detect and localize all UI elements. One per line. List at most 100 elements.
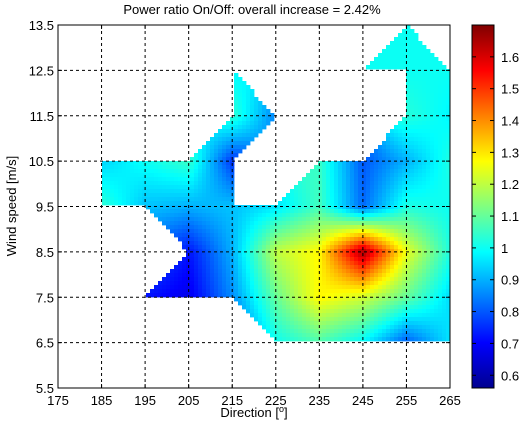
- heatmap-cell: [306, 269, 311, 274]
- heatmap-cell: [246, 97, 251, 102]
- heatmap-cell: [230, 261, 235, 266]
- heatmap-cell: [410, 205, 415, 210]
- heatmap-cell: [226, 273, 231, 278]
- heatmap-cell: [262, 309, 267, 314]
- heatmap-cell: [266, 117, 271, 122]
- heatmap-cell: [238, 137, 243, 142]
- heatmap-cell: [406, 277, 411, 282]
- heatmap-cell: [262, 321, 267, 326]
- heatmap-cell: [338, 181, 343, 186]
- heatmap-cell: [286, 337, 291, 342]
- heatmap-cell: [390, 325, 395, 330]
- heatmap-cell: [258, 293, 263, 298]
- heatmap-cell: [362, 169, 367, 174]
- heatmap-cell: [398, 201, 403, 206]
- heatmap-cell: [446, 329, 450, 334]
- heatmap-cell: [290, 229, 295, 234]
- heatmap-cell: [290, 257, 295, 262]
- heatmap-cell: [198, 261, 203, 266]
- heatmap-cell: [338, 161, 343, 166]
- heatmap-cell: [390, 221, 395, 226]
- heatmap-cell: [310, 221, 315, 226]
- heatmap-cell: [342, 221, 347, 226]
- heatmap-cell: [206, 205, 211, 210]
- heatmap-cell: [442, 145, 447, 150]
- heatmap-cell: [210, 201, 215, 206]
- heatmap-cell: [170, 213, 175, 218]
- heatmap-cell: [366, 245, 371, 250]
- heatmap-cell: [286, 261, 291, 266]
- heatmap-cell: [190, 217, 195, 222]
- heatmap-cell: [374, 149, 379, 154]
- heatmap-cell: [166, 197, 171, 202]
- heatmap-cell: [174, 229, 179, 234]
- heatmap-cell: [218, 205, 223, 210]
- heatmap-cell: [370, 261, 375, 266]
- heatmap-cell: [354, 325, 359, 330]
- heatmap-cell: [378, 165, 383, 170]
- heatmap-cell: [206, 265, 211, 270]
- heatmap-cell: [174, 281, 179, 286]
- heatmap-cell: [434, 301, 439, 306]
- heatmap-cell: [446, 145, 450, 150]
- heatmap-cell: [418, 145, 423, 150]
- heatmap-cell: [410, 317, 415, 322]
- heatmap-cell: [298, 193, 303, 198]
- heatmap-cell: [286, 245, 291, 250]
- heatmap-cell: [278, 285, 283, 290]
- heatmap-cell: [170, 285, 175, 290]
- heatmap-cell: [362, 233, 367, 238]
- heatmap-cell: [226, 197, 231, 202]
- heatmap-cell: [166, 201, 171, 206]
- heatmap-cell: [382, 309, 387, 314]
- heatmap-cell: [426, 105, 431, 110]
- heatmap-cell: [326, 225, 331, 230]
- heatmap-cell: [406, 297, 411, 302]
- heatmap-cell: [306, 213, 311, 218]
- heatmap-cell: [130, 181, 135, 186]
- heatmap-cell: [386, 45, 391, 50]
- x-tick-label: 225: [265, 393, 287, 408]
- heatmap-cell: [414, 177, 419, 182]
- heatmap-cell: [418, 117, 423, 122]
- heatmap-cell: [438, 269, 443, 274]
- heatmap-cell: [370, 333, 375, 338]
- heatmap-cell: [190, 249, 195, 254]
- heatmap-cell: [170, 273, 175, 278]
- heatmap-cell: [422, 273, 427, 278]
- heatmap-cell: [382, 209, 387, 214]
- heatmap-cell: [214, 253, 219, 258]
- heatmap-cell: [310, 205, 315, 210]
- heatmap-cell: [438, 197, 443, 202]
- heatmap-cell: [346, 325, 351, 330]
- heatmap-cell: [354, 289, 359, 294]
- heatmap-cell: [194, 253, 199, 258]
- heatmap-cell: [410, 285, 415, 290]
- heatmap-cell: [430, 241, 435, 246]
- heatmap-cell: [442, 297, 447, 302]
- heatmap-cell: [302, 261, 307, 266]
- heatmap-cell: [294, 333, 299, 338]
- heatmap-cell: [194, 157, 199, 162]
- heatmap-cell: [430, 245, 435, 250]
- heatmap-cell: [258, 229, 263, 234]
- heatmap-cell: [282, 289, 287, 294]
- heatmap-cell: [418, 161, 423, 166]
- heatmap-cell: [394, 65, 399, 70]
- heatmap-cell: [214, 237, 219, 242]
- heatmap-cell: [322, 165, 327, 170]
- heatmap-cell: [306, 329, 311, 334]
- heatmap-cell: [206, 257, 211, 262]
- heatmap-cell: [222, 185, 227, 190]
- heatmap-cell: [442, 237, 447, 242]
- heatmap-cell: [242, 145, 247, 150]
- heatmap-cell: [214, 161, 219, 166]
- heatmap-cell: [322, 189, 327, 194]
- heatmap-cell: [354, 265, 359, 270]
- heatmap-cell: [418, 333, 423, 338]
- heatmap-cell: [226, 177, 231, 182]
- heatmap-cell: [250, 125, 255, 130]
- heatmap-cell: [422, 65, 427, 70]
- heatmap-cell: [226, 149, 231, 154]
- heatmap-cell: [418, 297, 423, 302]
